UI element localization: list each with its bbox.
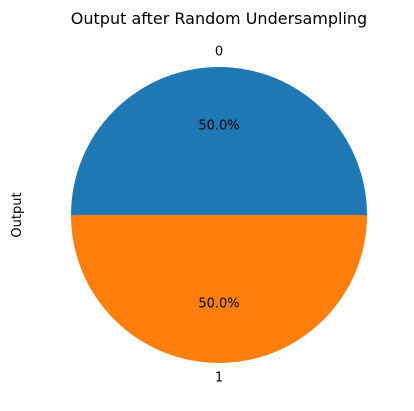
pie-labels: 0 50.0% 1 50.0%	[198, 45, 239, 386]
slice-category-label: 1	[215, 370, 223, 385]
y-axis-label: Output	[10, 192, 25, 237]
slice-percent-label: 50.0%	[198, 119, 239, 134]
pie-slice-1	[71, 215, 367, 363]
chart-title: Output after Random Undersampling	[71, 9, 367, 28]
slice-category-label: 0	[215, 45, 223, 60]
pie-slices	[71, 67, 367, 363]
pie-slice-0	[71, 67, 367, 215]
slice-percent-label: 50.0%	[198, 296, 239, 311]
